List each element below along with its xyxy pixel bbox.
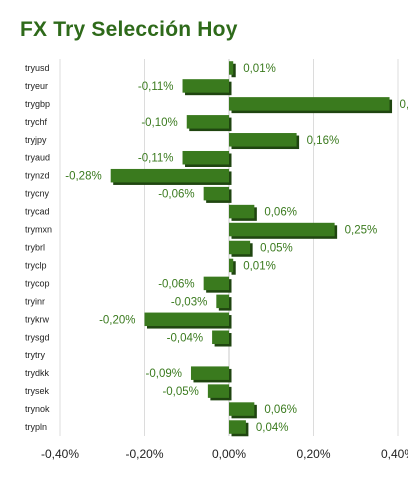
bar	[203, 276, 229, 291]
bar	[182, 79, 229, 93]
value-label: 0,04%	[256, 422, 289, 434]
bar	[229, 240, 251, 255]
value-label: -0,10%	[141, 117, 177, 129]
bar	[229, 204, 255, 219]
value-label: -0,06%	[158, 278, 194, 290]
category-label: trydkk	[25, 368, 50, 378]
value-label: 0,38%	[400, 99, 408, 111]
category-label: trybrl	[25, 243, 45, 253]
bar	[190, 366, 229, 380]
category-label: tryaud	[25, 153, 50, 163]
category-label: trycny	[25, 189, 50, 199]
bar	[229, 97, 390, 111]
value-label: -0,28%	[65, 171, 101, 183]
category-label: trytry	[25, 350, 45, 360]
value-label: 0,01%	[243, 63, 276, 75]
value-label: 0,06%	[264, 207, 297, 219]
category-label: trymxn	[25, 225, 52, 235]
bar	[229, 61, 234, 75]
category-label: trysgd	[25, 332, 50, 342]
x-tick-label: 0,40%	[381, 447, 408, 461]
category-label: trykrw	[25, 314, 49, 324]
category-label: trygbp	[25, 99, 50, 109]
bar	[229, 222, 335, 237]
category-label: trynok	[25, 404, 50, 414]
labels: -0,40% -0,20% 0,00% 0,20% 0,40% tryusd 0,01% tr…	[25, 63, 408, 461]
x-tick-label: 0,20%	[296, 447, 330, 461]
category-label: trycad	[25, 207, 50, 217]
value-label: 0,25%	[345, 225, 378, 237]
category-label: tryeur	[25, 81, 48, 91]
value-label: 0,05%	[260, 243, 293, 255]
category-label: trycop	[25, 278, 50, 288]
category-label: trynzd	[25, 171, 50, 181]
value-label: -0,20%	[99, 314, 135, 326]
bar	[229, 258, 234, 273]
category-label: tryinr	[25, 296, 45, 306]
bar	[212, 330, 229, 345]
value-label: -0,11%	[138, 81, 174, 93]
bar	[203, 186, 229, 201]
value-label: 0,06%	[264, 404, 297, 416]
bar	[144, 312, 229, 327]
x-tick-label: -0,40%	[41, 447, 79, 461]
bar	[182, 150, 229, 165]
bar	[229, 133, 297, 147]
bars	[110, 61, 393, 437]
bar	[216, 294, 229, 309]
bar-shadow	[231, 63, 236, 78]
value-label: -0,09%	[146, 368, 182, 380]
category-label: tryjpy	[25, 135, 47, 145]
value-label: -0,03%	[171, 296, 207, 308]
bar	[110, 168, 229, 183]
category-label: trysek	[25, 386, 50, 396]
value-label: -0,06%	[158, 189, 194, 201]
category-label: trypln	[25, 422, 47, 432]
category-label: tryusd	[25, 63, 50, 73]
bar	[186, 115, 229, 129]
value-label: -0,11%	[138, 153, 174, 165]
value-label: 0,01%	[243, 260, 276, 272]
bar	[229, 402, 255, 416]
value-label: -0,04%	[167, 332, 203, 344]
x-tick-label: 0,00%	[212, 447, 246, 461]
value-label: 0,16%	[307, 135, 340, 147]
bar	[207, 384, 229, 398]
category-label: tryclp	[25, 260, 47, 270]
value-label: -0,05%	[162, 386, 198, 398]
bar-shadow	[231, 261, 236, 275]
x-tick-label: -0,20%	[125, 447, 163, 461]
category-label: trychf	[25, 117, 48, 127]
chart-title: FX Try Selección Hoy	[20, 18, 238, 41]
bar	[229, 420, 246, 434]
